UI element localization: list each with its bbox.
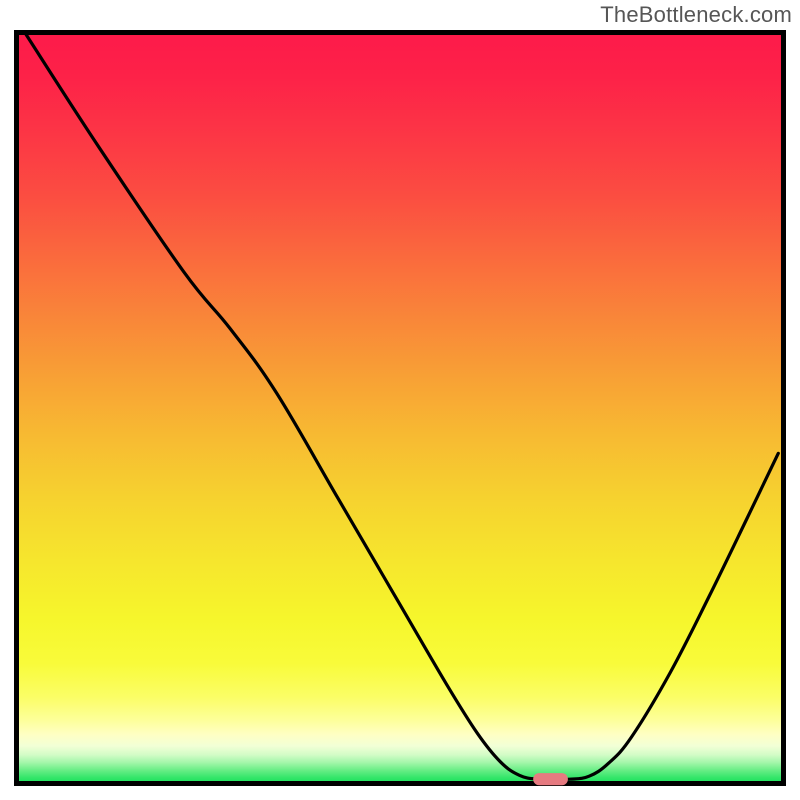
chart-plot-area: [14, 30, 786, 786]
watermark-text: TheBottleneck.com: [600, 2, 792, 28]
bottleneck-curve-chart: [14, 30, 786, 786]
optimal-marker: [533, 773, 568, 785]
chart-background: [17, 33, 784, 784]
chart-root: TheBottleneck.com: [0, 0, 800, 800]
